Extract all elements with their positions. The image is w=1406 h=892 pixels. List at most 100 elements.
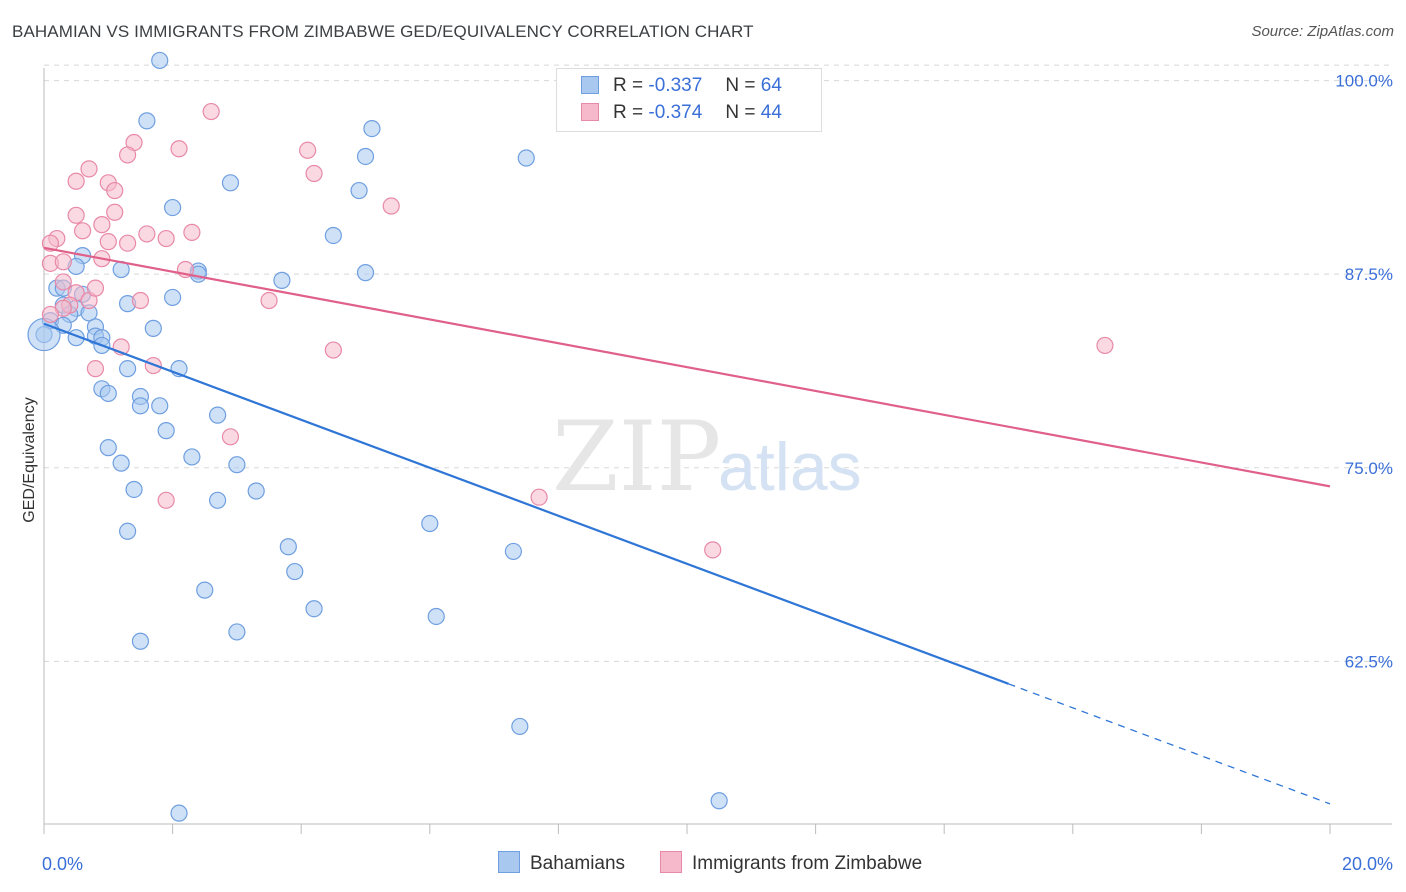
- data-point: [183, 223, 201, 241]
- data-point: [421, 514, 439, 533]
- bottom-swatch-blue: [498, 851, 520, 873]
- trend-line-dashed: [1008, 683, 1331, 805]
- data-point: [517, 149, 535, 167]
- data-point: [202, 102, 220, 121]
- data-point: [305, 600, 323, 618]
- y-axis-label: GED/Equivalency: [21, 397, 38, 523]
- data-point: [305, 164, 323, 183]
- data-point: [170, 804, 188, 822]
- data-point: [131, 632, 150, 650]
- series-zimbabwe: [41, 102, 1114, 559]
- y-tick-label: 100.0%: [1335, 72, 1393, 91]
- data-point: [86, 279, 105, 297]
- data-point: [530, 488, 548, 506]
- data-point: [273, 271, 291, 289]
- data-point: [106, 181, 124, 200]
- data-point: [356, 264, 375, 282]
- legend-n-value: 44: [760, 102, 782, 123]
- trend-lines: [43, 246, 1331, 805]
- data-point: [196, 581, 214, 599]
- data-point: [157, 229, 175, 248]
- x-tick-label-min: 0.0%: [42, 854, 83, 874]
- data-point: [73, 222, 92, 240]
- data-point: [363, 119, 381, 138]
- data-point: [80, 160, 98, 178]
- legend-swatch-blue: [581, 76, 599, 94]
- legend-r-value: -0.374: [648, 102, 703, 123]
- gridlines: [44, 64, 1392, 662]
- legend-n-value: 64: [760, 75, 782, 96]
- series-bahamians: [27, 51, 728, 822]
- data-point: [54, 273, 72, 291]
- legend-r-label: R =: [613, 102, 644, 123]
- data-point: [710, 792, 728, 810]
- data-point: [118, 522, 137, 540]
- data-point: [324, 341, 342, 359]
- bottom-legend-zimbabwe: Immigrants from Zimbabwe: [660, 851, 922, 875]
- data-point: [125, 480, 143, 499]
- data-point: [54, 253, 72, 271]
- data-point: [279, 538, 297, 556]
- correlation-legend: R = -0.337 N = 64 R = -0.374 N = 44: [556, 68, 822, 132]
- data-point: [151, 51, 169, 70]
- data-point: [138, 112, 156, 130]
- data-point: [164, 288, 182, 307]
- data-point: [427, 607, 445, 626]
- data-point: [382, 197, 400, 215]
- bottom-legend-label: Immigrants from Zimbabwe: [692, 853, 923, 874]
- data-point: [131, 397, 150, 415]
- legend-row-bahamians: R = -0.337 N = 64: [581, 74, 782, 98]
- data-point: [99, 439, 117, 457]
- tick-labels: 100.0% 87.5% 75.0% 62.5% 0.0% 20.0%: [42, 72, 1393, 874]
- bottom-legend-label: Bahamians: [530, 853, 626, 874]
- data-point: [99, 233, 117, 251]
- legend-swatch-pink: [581, 103, 599, 121]
- data-point: [27, 317, 61, 352]
- legend-n-label: N =: [725, 75, 756, 96]
- data-point: [131, 291, 150, 310]
- bottom-swatch-pink: [660, 851, 682, 873]
- data-point: [228, 456, 246, 474]
- data-point: [144, 319, 162, 337]
- chart-title: BAHAMIAN VS IMMIGRANTS FROM ZIMBABWE GED…: [12, 22, 754, 41]
- trend-line-solid: [43, 246, 1331, 488]
- legend-r-value: -0.337: [648, 75, 703, 96]
- data-point: [118, 360, 137, 378]
- data-point: [112, 454, 130, 472]
- watermark-zip: ZIP: [552, 401, 721, 513]
- axes: [43, 68, 1392, 834]
- bottom-legend-bahamians: Bahamians: [498, 851, 625, 875]
- data-point: [704, 541, 722, 559]
- data-point: [164, 198, 182, 217]
- data-point: [286, 562, 304, 581]
- data-point: [93, 216, 111, 234]
- data-point: [1096, 336, 1114, 355]
- data-point: [356, 147, 375, 166]
- trend-line-solid: [43, 322, 1009, 685]
- data-point: [324, 226, 342, 245]
- data-point: [157, 491, 175, 509]
- data-point: [247, 482, 265, 500]
- data-point: [99, 384, 117, 403]
- data-point: [151, 397, 169, 415]
- source-note: Source: ZipAtlas.com: [1251, 23, 1394, 40]
- data-point: [86, 360, 105, 378]
- data-point: [67, 172, 85, 190]
- legend-row-zimbabwe: R = -0.374 N = 44: [581, 101, 782, 125]
- data-point: [138, 225, 156, 243]
- watermark: ZIP atlas: [552, 401, 862, 513]
- data-point: [157, 422, 175, 440]
- data-point: [350, 181, 368, 200]
- legend-n-label: N =: [725, 102, 756, 123]
- data-point: [228, 623, 246, 641]
- y-tick-label: 87.5%: [1345, 265, 1393, 284]
- x-tick-label-max: 20.0%: [1342, 854, 1393, 874]
- data-point: [511, 717, 529, 736]
- y-tick-label: 75.0%: [1345, 459, 1393, 478]
- watermark-atlas: atlas: [718, 429, 862, 505]
- data-point: [209, 406, 227, 424]
- data-point: [504, 542, 522, 561]
- data-point: [41, 305, 60, 324]
- data-point: [209, 491, 227, 509]
